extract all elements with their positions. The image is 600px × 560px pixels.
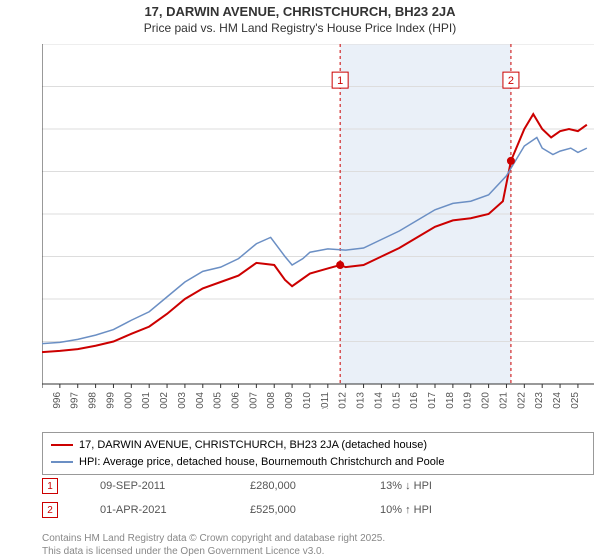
legend-swatch xyxy=(51,461,73,463)
svg-text:2004: 2004 xyxy=(195,392,206,409)
title-main: 17, DARWIN AVENUE, CHRISTCHURCH, BH23 2J… xyxy=(0,4,600,19)
svg-text:2024: 2024 xyxy=(552,392,563,409)
svg-text:2012: 2012 xyxy=(338,392,349,409)
legend-item: HPI: Average price, detached house, Bour… xyxy=(51,454,585,471)
sale-pct-2: 10% ↑ HPI xyxy=(380,504,432,516)
svg-text:2025: 2025 xyxy=(570,392,581,409)
svg-text:2008: 2008 xyxy=(266,392,277,409)
legend-label: HPI: Average price, detached house, Bour… xyxy=(79,454,444,471)
svg-text:2022: 2022 xyxy=(516,392,527,409)
sale-date-2: 01-APR-2021 xyxy=(100,504,250,516)
legend-item: 17, DARWIN AVENUE, CHRISTCHURCH, BH23 2J… xyxy=(51,437,585,454)
svg-text:2014: 2014 xyxy=(373,392,384,409)
legend-swatch xyxy=(51,444,73,446)
svg-text:2020: 2020 xyxy=(481,392,492,409)
svg-text:1997: 1997 xyxy=(70,392,81,409)
sale-pct-1: 13% ↓ HPI xyxy=(380,480,432,492)
sale-price-2: £525,000 xyxy=(250,504,380,516)
title-block: 17, DARWIN AVENUE, CHRISTCHURCH, BH23 2J… xyxy=(0,0,600,35)
line-chart: £0£100K£200K£300K£400K£500K£600K£700K£80… xyxy=(42,44,594,409)
title-sub: Price paid vs. HM Land Registry's House … xyxy=(0,21,600,35)
chart-area: £0£100K£200K£300K£400K£500K£600K£700K£80… xyxy=(42,44,594,409)
sale-row-2: 2 01-APR-2021 £525,000 10% ↑ HPI xyxy=(42,502,594,518)
svg-text:2010: 2010 xyxy=(302,392,313,409)
svg-text:2006: 2006 xyxy=(231,392,242,409)
footer-line1: Contains HM Land Registry data © Crown c… xyxy=(42,532,385,545)
svg-text:2018: 2018 xyxy=(445,392,456,409)
sale-marker-2: 2 xyxy=(42,502,58,518)
svg-text:2011: 2011 xyxy=(320,392,331,409)
svg-text:1998: 1998 xyxy=(88,392,99,409)
footer-line2: This data is licensed under the Open Gov… xyxy=(42,545,385,558)
svg-text:2017: 2017 xyxy=(427,392,438,409)
sale-row-1: 1 09-SEP-2011 £280,000 13% ↓ HPI xyxy=(42,478,594,494)
svg-text:2001: 2001 xyxy=(141,392,152,409)
svg-text:2005: 2005 xyxy=(213,392,224,409)
svg-text:1995: 1995 xyxy=(42,392,45,409)
svg-text:2015: 2015 xyxy=(391,392,402,409)
svg-text:2009: 2009 xyxy=(284,392,295,409)
legend: 17, DARWIN AVENUE, CHRISTCHURCH, BH23 2J… xyxy=(42,432,594,475)
sale-marker-1: 1 xyxy=(42,478,58,494)
svg-text:1: 1 xyxy=(337,75,343,87)
footer: Contains HM Land Registry data © Crown c… xyxy=(42,532,385,558)
svg-text:2002: 2002 xyxy=(159,392,170,409)
svg-text:2003: 2003 xyxy=(177,392,188,409)
svg-text:2007: 2007 xyxy=(248,392,259,409)
svg-text:2023: 2023 xyxy=(534,392,545,409)
chart-container: 17, DARWIN AVENUE, CHRISTCHURCH, BH23 2J… xyxy=(0,0,600,560)
svg-text:1996: 1996 xyxy=(52,392,63,409)
svg-text:2: 2 xyxy=(508,75,514,87)
svg-text:2019: 2019 xyxy=(463,392,474,409)
sale-date-1: 09-SEP-2011 xyxy=(100,480,250,492)
svg-text:2013: 2013 xyxy=(356,392,367,409)
svg-text:2016: 2016 xyxy=(409,392,420,409)
svg-text:2000: 2000 xyxy=(123,392,134,409)
legend-label: 17, DARWIN AVENUE, CHRISTCHURCH, BH23 2J… xyxy=(79,437,427,454)
sale-price-1: £280,000 xyxy=(250,480,380,492)
svg-text:2021: 2021 xyxy=(498,392,509,409)
svg-text:1999: 1999 xyxy=(105,392,116,409)
